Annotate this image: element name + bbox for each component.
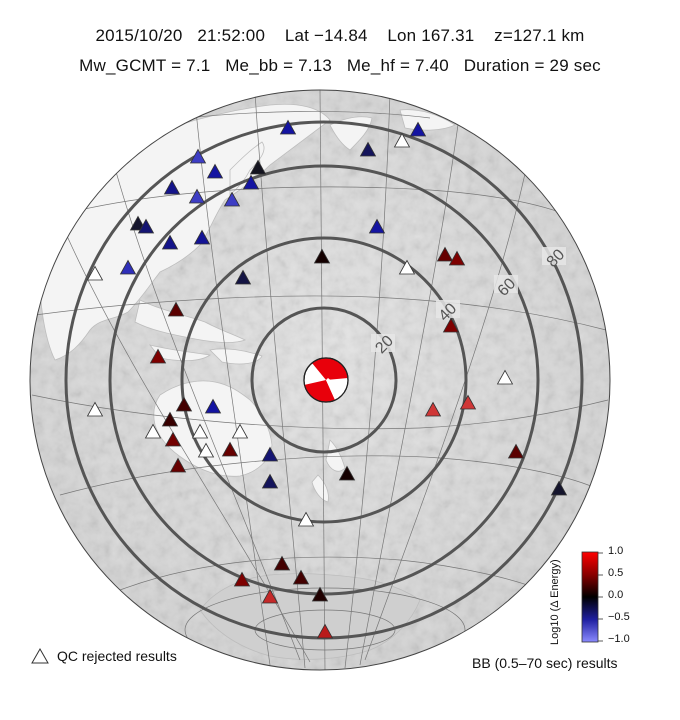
event-depth: z=127.1 km [494,26,585,45]
station-rejected-triangle [144,423,162,439]
station-triangle [167,301,185,317]
station-triangle [164,431,182,447]
station-triangle [163,179,181,195]
station-triangle [233,571,251,587]
station-triangle [359,141,377,157]
qc-legend-triangle [31,647,49,664]
qc-legend-label: QC rejected results [57,648,177,664]
station-triangle [193,229,211,245]
station-triangle [507,443,525,459]
station-triangle [313,248,331,264]
station-triangle [223,191,241,207]
station-triangle [161,234,179,250]
event-lon: Lon 167.31 [387,26,475,45]
station-triangle [292,569,310,585]
station-triangle [149,348,167,364]
header-line-2: Mw_GCMT = 7.1 Me_bb = 7.13 Me_hf = 7.40 … [0,56,680,76]
station-rejected-triangle [398,259,416,275]
station-triangle [436,246,454,262]
station-rejected-triangle [231,423,249,439]
station-rejected-triangle [197,442,215,458]
contour-40 [180,236,468,524]
station-triangle [261,473,279,489]
station-triangle [409,121,427,137]
station-triangle [368,218,386,234]
focal-mechanism [303,357,349,403]
station-triangle [188,188,206,204]
station-triangle [273,555,291,571]
station-triangle [137,218,155,234]
station-triangle [221,441,239,457]
station-triangle [175,396,193,412]
station-triangle [316,623,334,639]
station-triangle [204,398,222,414]
station-triangle [189,148,207,164]
station-triangle [261,446,279,462]
me-hf: Me_hf = 7.40 [346,56,449,75]
station-triangle [234,269,252,285]
header-line-1: 2015/10/20 21:52:00 Lat −14.84 Lon 167.3… [0,26,680,46]
station-triangle [242,174,260,190]
graticule [31,90,609,670]
colorbar-tick-m05: −0.5 [608,611,630,623]
station-rejected-triangle [393,132,411,148]
station-rejected-triangle [496,369,514,385]
station-triangle [442,317,460,333]
event-lat: Lat −14.84 [284,26,368,45]
mw-gcmt: Mw_GCMT = 7.1 [79,56,211,75]
duration: Duration = 29 sec [463,56,601,75]
station-rejected-triangle [297,511,315,527]
me-bb: Me_bb = 7.13 [225,56,333,75]
station-rejected-triangle [86,401,104,417]
station-triangle [169,457,187,473]
station-triangle [424,401,442,417]
station-triangle [311,586,329,602]
station-triangle [279,119,297,135]
bb-legend-label: BB (0.5–70 sec) results [472,655,618,671]
stations [86,119,568,639]
colorbar-tick-1: 1.0 [608,545,624,557]
colorbar [581,551,603,643]
colorbar-tick-m1: −1.0 [608,633,630,645]
colorbar-tick-05: 0.5 [608,567,624,579]
station-rejected-triangle [86,265,104,281]
contour-20 [250,306,398,454]
event-date: 2015/10/20 [95,26,183,45]
colorbar-title: Log10 (Δ Energy) [549,559,561,645]
station-triangle [161,411,179,427]
station-rejected-triangle [191,423,209,439]
station-triangle [459,394,477,410]
station-triangle [550,480,568,496]
station-triangle [261,588,279,604]
station-triangle [338,465,356,481]
colorbar-tick-0: 0.0 [608,589,624,601]
station-triangle [448,250,466,266]
station-triangle [119,259,137,275]
station-triangle [206,163,224,179]
station-triangle [249,159,267,175]
event-time: 21:52:00 [197,26,266,45]
